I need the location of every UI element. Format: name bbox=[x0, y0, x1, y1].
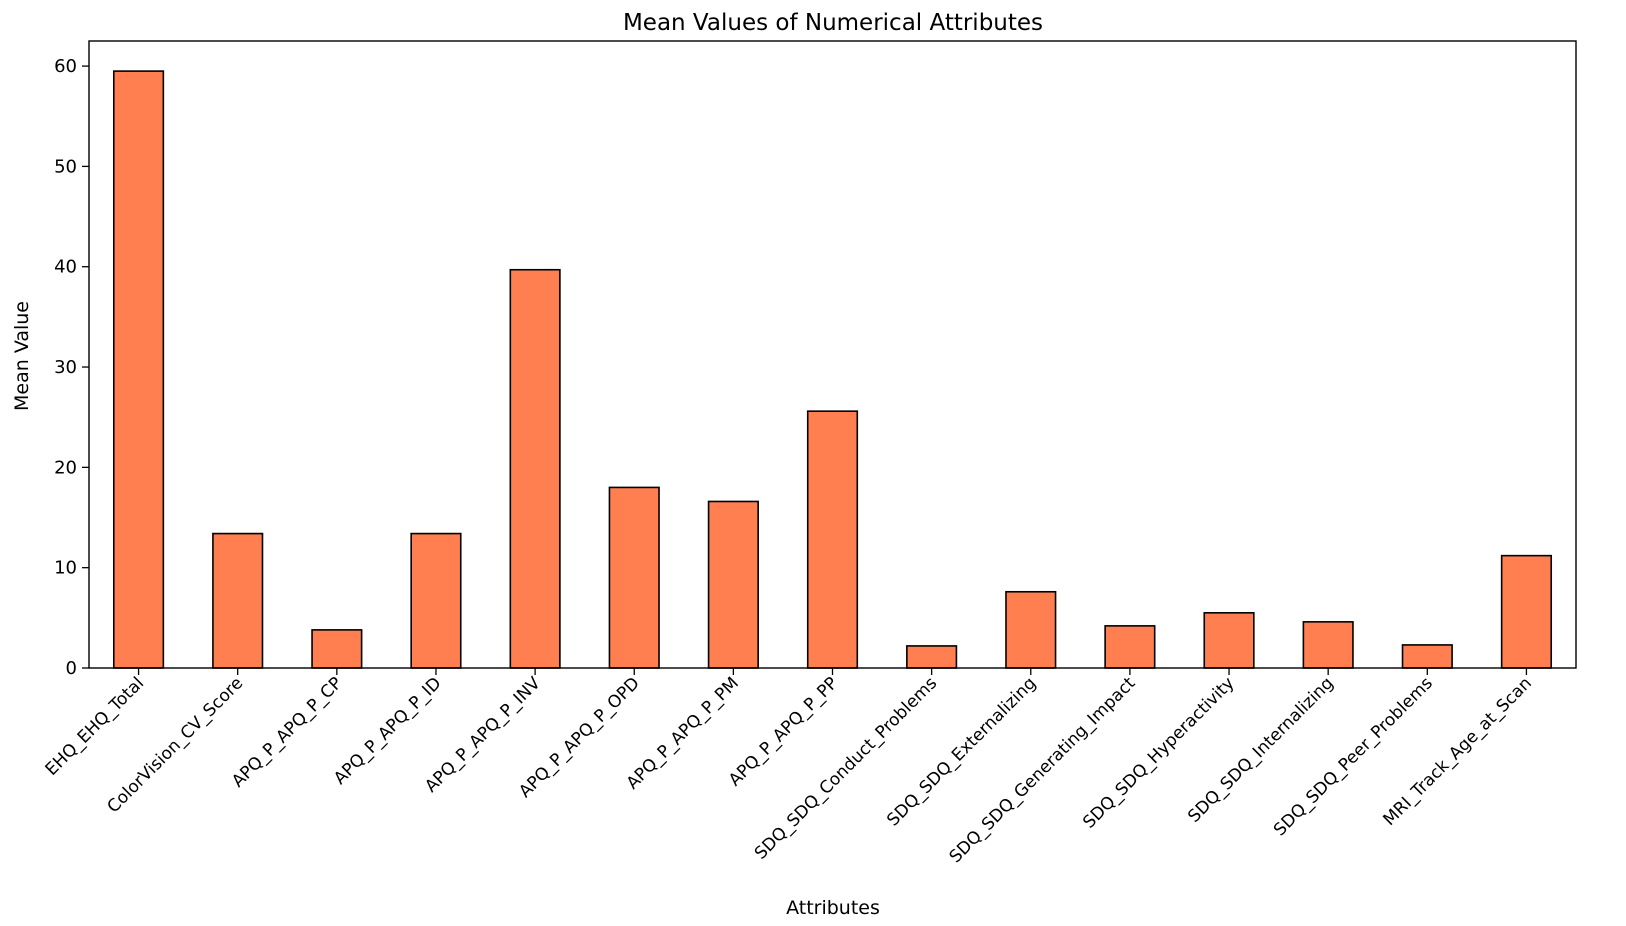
bar-1 bbox=[212, 532, 264, 669]
bar-13 bbox=[1401, 644, 1453, 669]
y-tick-label-4: 40 bbox=[54, 257, 77, 278]
bar-4 bbox=[509, 268, 561, 669]
bar-11 bbox=[1203, 612, 1255, 669]
x-tick-label-0: EHQ_EHQ_Total bbox=[42, 673, 148, 779]
bar-9 bbox=[1005, 590, 1057, 669]
bar-2 bbox=[311, 629, 363, 669]
bar-5 bbox=[608, 486, 660, 669]
y-tick-label-5: 50 bbox=[54, 156, 77, 177]
bar-3 bbox=[410, 532, 462, 669]
y-tick-label-3: 30 bbox=[54, 357, 77, 378]
bar-0 bbox=[112, 70, 165, 669]
x-tick-label-7: APQ_P_APQ_P_PP bbox=[725, 673, 842, 790]
x-tick-label-3: APQ_P_APQ_P_ID bbox=[330, 673, 445, 788]
y-tick-label-0: 0 bbox=[66, 658, 77, 679]
bar-14 bbox=[1500, 554, 1553, 669]
y-axis-label: Mean Value bbox=[11, 301, 33, 411]
x-tick-label-8: SDQ_SDQ_Conduct_Problems bbox=[751, 673, 941, 863]
bar-7 bbox=[806, 410, 859, 669]
x-tick-label-2: APQ_P_APQ_P_CP bbox=[228, 673, 346, 791]
bars-layer bbox=[112, 70, 1553, 669]
bar-8 bbox=[906, 645, 958, 669]
chart-title: Mean Values of Numerical Attributes bbox=[623, 10, 1043, 36]
y-axis-ticks: 0 10 20 30 40 50 60 bbox=[54, 56, 89, 679]
bar-12 bbox=[1302, 621, 1354, 669]
y-tick-label-1: 10 bbox=[54, 558, 77, 579]
x-axis-ticks: EHQ_EHQ_TotalColorVision_CV_ScoreAPQ_P_A… bbox=[42, 668, 1536, 867]
y-tick-label-2: 20 bbox=[54, 457, 77, 478]
x-tick-label-10: SDQ_SDQ_Generating_Impact bbox=[946, 673, 1140, 867]
bar-10 bbox=[1104, 625, 1156, 669]
plot-frame bbox=[88, 40, 1577, 669]
y-tick-label-6: 60 bbox=[54, 56, 77, 77]
bar-6 bbox=[707, 500, 759, 669]
x-tick-label-13: SDQ_SDQ_Peer_Problems bbox=[1270, 673, 1437, 840]
x-axis-label: Attributes bbox=[786, 897, 880, 919]
